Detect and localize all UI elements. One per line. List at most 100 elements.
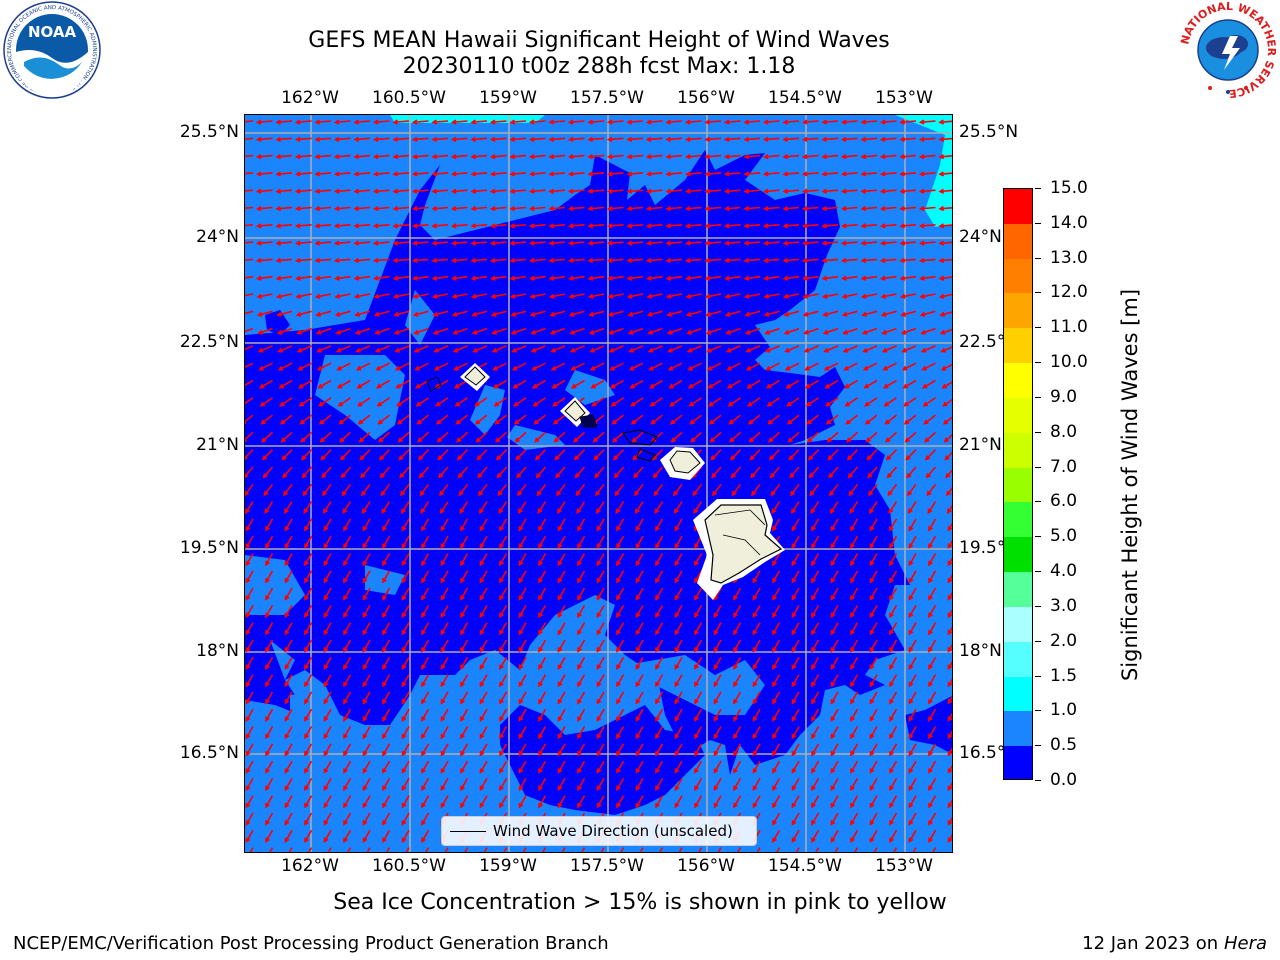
wind-wave-arrow-head — [343, 526, 348, 532]
wind-wave-arrow — [947, 730, 952, 739]
wind-wave-arrow-head — [336, 365, 342, 371]
wind-wave-arrow-head — [245, 837, 251, 844]
wind-wave-arrow-head — [276, 329, 283, 335]
wind-wave-arrow-head — [614, 490, 620, 497]
wind-wave-arrow — [850, 535, 859, 548]
wind-wave-arrow — [440, 656, 449, 669]
wind-wave-arrow-head — [538, 612, 543, 619]
wind-wave-arrow — [518, 778, 527, 791]
wind-wave-arrow — [362, 570, 371, 583]
wind-wave-arrow — [947, 712, 952, 721]
wind-wave-arrow-head — [782, 223, 789, 229]
wind-wave-arrow — [478, 483, 488, 496]
wind-wave-arrow — [908, 674, 917, 687]
wind-wave-arrow-head — [304, 716, 309, 722]
wind-wave-arrow — [904, 397, 917, 407]
wind-wave-arrow — [279, 379, 293, 389]
wind-wave-arrow-head — [323, 595, 329, 601]
wind-wave-arrow — [694, 553, 703, 566]
wind-wave-arrow-head — [595, 490, 601, 497]
wind-wave-arrow — [577, 691, 586, 704]
wind-wave-arrow — [479, 639, 488, 652]
wind-wave-arrow-head — [821, 223, 828, 229]
wind-wave-arrow-head — [946, 490, 952, 497]
wind-wave-arrow-head — [518, 595, 524, 601]
colorbar-tick-mark — [1035, 466, 1041, 468]
wind-wave-arrow-head — [791, 699, 797, 705]
wind-wave-arrow-head — [901, 347, 907, 353]
wind-wave-arrow — [772, 604, 781, 618]
wind-wave-arrow — [257, 120, 273, 124]
wind-wave-arrow — [393, 189, 410, 193]
wind-wave-arrow-head — [763, 275, 769, 281]
wind-wave-arrow-head — [245, 629, 251, 636]
wind-wave-arrow-head — [801, 257, 808, 264]
wind-wave-arrow-head — [864, 419, 871, 425]
wind-wave-arrow-head — [437, 455, 443, 461]
wind-wave-arrow — [692, 466, 703, 478]
wind-wave-arrow — [569, 241, 585, 245]
wind-wave-arrow — [401, 812, 410, 825]
wind-wave-arrow-head — [275, 240, 282, 246]
wind-wave-arrow-head — [596, 768, 602, 774]
wind-wave-arrow-head — [334, 293, 341, 299]
wind-wave-arrow-head — [362, 526, 368, 532]
wind-wave-arrow-head — [314, 293, 321, 299]
wind-wave-arrow — [419, 483, 430, 496]
wind-wave-arrow-head — [830, 543, 836, 549]
wind-wave-arrow-head — [343, 785, 348, 792]
wind-wave-arrow — [323, 553, 332, 566]
wind-wave-arrow — [850, 829, 859, 842]
wind-wave-arrow — [421, 708, 430, 721]
wind-wave-arrow — [304, 795, 313, 808]
wind-wave-arrow-head — [360, 473, 366, 479]
wind-wave-arrow — [655, 708, 664, 721]
wind-wave-arrow — [769, 449, 781, 460]
wind-wave-arrow — [811, 622, 820, 635]
wind-wave-arrow — [336, 310, 351, 316]
wind-wave-arrow — [284, 501, 293, 514]
wind-wave-arrow-head — [607, 311, 614, 317]
wind-wave-arrow-head — [460, 733, 465, 740]
wind-wave-arrow-head — [606, 257, 613, 264]
colorbar-tick-label: 15.0 — [1050, 178, 1088, 198]
colorbar-segment — [1004, 746, 1032, 779]
wind-wave-arrow-head — [440, 560, 446, 567]
wind-wave-arrow-head — [772, 560, 777, 567]
wind-wave-arrow — [766, 379, 780, 389]
wind-wave-arrow — [401, 535, 410, 548]
wind-wave-arrow — [401, 795, 410, 808]
wind-wave-arrow-head — [791, 733, 797, 740]
lat-tick-left: 24°N — [196, 227, 239, 247]
wind-wave-arrow-head — [791, 578, 797, 584]
wind-wave-arrow — [452, 241, 468, 245]
wind-wave-arrow — [947, 747, 952, 756]
wind-wave-arrow-head — [304, 664, 309, 671]
wind-wave-arrow — [491, 241, 507, 245]
wind-wave-arrow-head — [869, 802, 875, 809]
wind-wave-arrow — [245, 691, 254, 704]
wind-wave-arrow — [830, 726, 839, 739]
wind-wave-arrow — [432, 120, 449, 124]
wind-wave-arrow-head — [665, 293, 672, 299]
wind-wave-arrow — [827, 449, 839, 460]
wind-wave-arrow — [434, 345, 449, 353]
wind-wave-arrow — [639, 847, 644, 852]
wind-wave-arrow-head — [489, 136, 496, 142]
wind-wave-arrow — [362, 829, 371, 842]
wind-wave-arrow — [947, 557, 952, 566]
wind-wave-arrow — [713, 726, 722, 739]
wind-wave-arrow — [928, 639, 937, 652]
wind-wave-arrow — [284, 795, 293, 808]
wind-wave-arrow — [518, 535, 527, 548]
wind-wave-arrows — [245, 119, 952, 852]
wind-wave-arrow-head — [557, 612, 563, 619]
wind-wave-arrow-head — [631, 437, 637, 443]
wind-wave-arrow — [337, 379, 351, 389]
wind-wave-arrow-head — [460, 543, 465, 549]
wind-wave-arrow-head — [431, 223, 438, 229]
wind-wave-arrow-head — [723, 205, 730, 212]
wind-wave-arrow-head — [322, 508, 328, 514]
wind-wave-arrow-head — [294, 154, 301, 160]
wind-wave-arrow — [557, 639, 566, 652]
